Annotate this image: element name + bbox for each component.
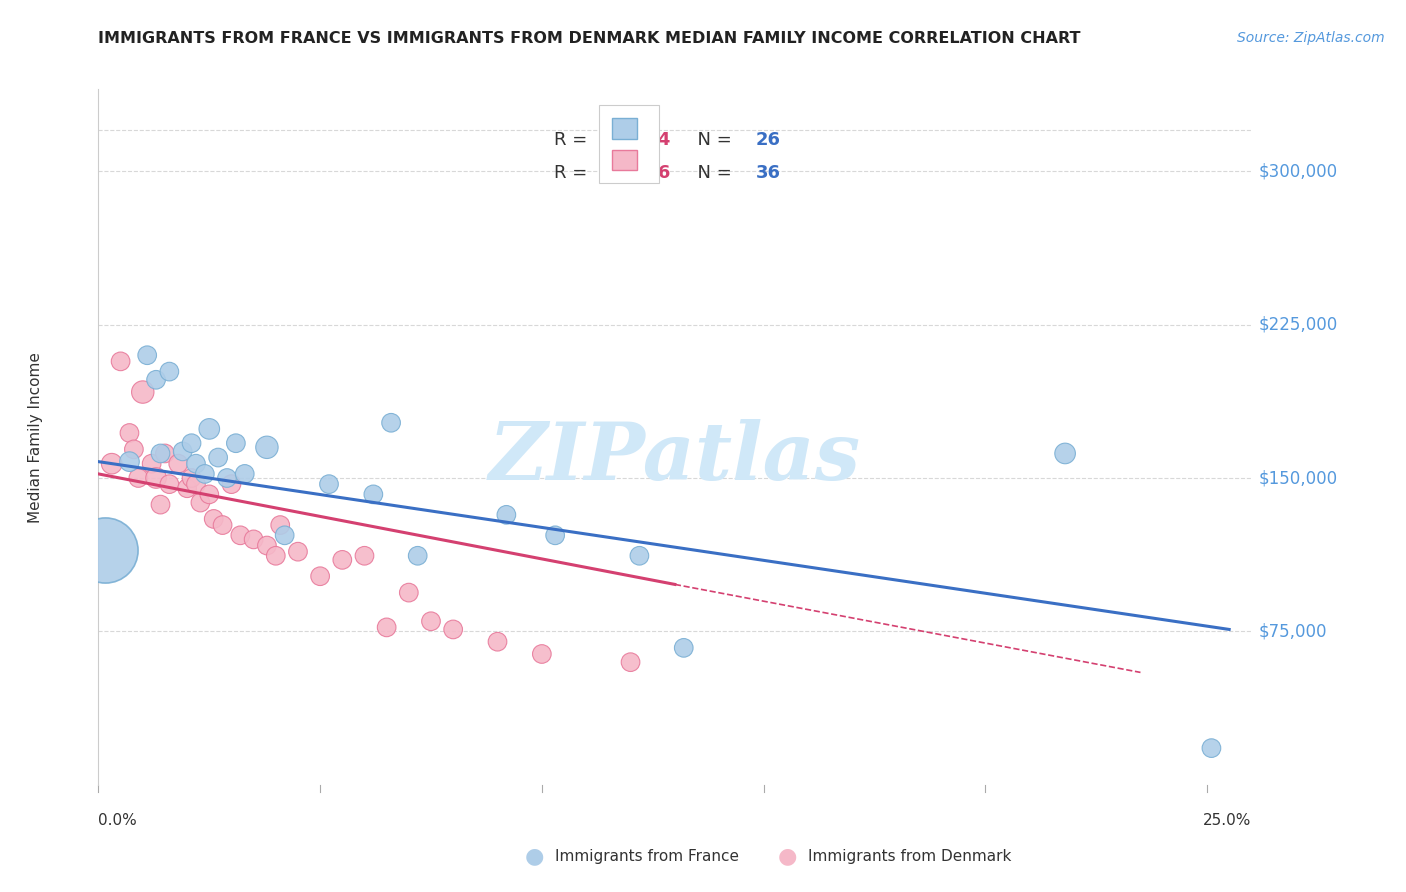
Point	[110, 354, 132, 368]
Text: ●: ●	[778, 847, 797, 866]
Text: R =: R =	[554, 164, 593, 182]
Point	[157, 477, 180, 491]
Point	[264, 549, 287, 563]
Point	[544, 528, 567, 542]
Point	[330, 553, 353, 567]
Point	[486, 634, 509, 648]
Point	[287, 544, 309, 558]
Point	[256, 539, 278, 553]
Point	[198, 422, 221, 436]
Point	[495, 508, 517, 522]
Point	[118, 425, 141, 440]
Point	[225, 436, 247, 450]
Point	[122, 442, 145, 457]
Point	[207, 450, 229, 465]
Point	[256, 440, 278, 454]
Point	[229, 528, 252, 542]
Point	[309, 569, 332, 583]
Point	[145, 373, 167, 387]
Point	[420, 614, 443, 628]
Point	[149, 446, 172, 460]
Text: $75,000: $75,000	[1258, 623, 1327, 640]
Point	[233, 467, 256, 481]
Text: Source: ZipAtlas.com: Source: ZipAtlas.com	[1237, 31, 1385, 45]
Point	[145, 471, 167, 485]
Text: 25.0%: 25.0%	[1204, 813, 1251, 828]
Text: IMMIGRANTS FROM FRANCE VS IMMIGRANTS FROM DENMARK MEDIAN FAMILY INCOME CORRELATI: IMMIGRANTS FROM FRANCE VS IMMIGRANTS FRO…	[98, 31, 1081, 46]
Point	[118, 455, 141, 469]
Point	[94, 542, 117, 557]
Text: N =: N =	[686, 164, 738, 182]
Point	[628, 549, 651, 563]
Point	[398, 585, 420, 599]
Point	[202, 512, 225, 526]
Legend: , : ,	[599, 105, 658, 183]
Point	[1054, 446, 1077, 460]
Text: ●: ●	[524, 847, 544, 866]
Point	[363, 487, 385, 501]
Point	[180, 436, 202, 450]
Text: 26: 26	[755, 131, 780, 149]
Point	[157, 365, 180, 379]
Point	[1201, 741, 1223, 756]
Point	[194, 467, 217, 481]
Point	[132, 385, 155, 400]
Point	[176, 481, 198, 495]
Point	[406, 549, 429, 563]
Point	[141, 457, 163, 471]
Text: Immigrants from France: Immigrants from France	[555, 849, 740, 863]
Text: -0.424: -0.424	[606, 131, 671, 149]
Text: $225,000: $225,000	[1258, 316, 1337, 334]
Point	[242, 533, 264, 547]
Point	[172, 444, 194, 458]
Text: $150,000: $150,000	[1258, 469, 1337, 487]
Point	[215, 471, 238, 485]
Point	[672, 640, 695, 655]
Point	[619, 655, 641, 669]
Text: ZIPatlas: ZIPatlas	[489, 419, 860, 497]
Point	[273, 528, 295, 542]
Point	[375, 620, 398, 634]
Text: Median Family Income: Median Family Income	[28, 351, 42, 523]
Text: 0.0%: 0.0%	[98, 813, 138, 828]
Text: 36: 36	[755, 164, 780, 182]
Point	[180, 471, 202, 485]
Point	[221, 477, 243, 491]
Text: -0.206: -0.206	[606, 164, 671, 182]
Point	[100, 457, 122, 471]
Point	[211, 518, 233, 533]
Point	[167, 457, 190, 471]
Point	[136, 348, 159, 362]
Point	[380, 416, 402, 430]
Text: Immigrants from Denmark: Immigrants from Denmark	[808, 849, 1012, 863]
Point	[441, 623, 464, 637]
Point	[184, 477, 207, 491]
Point	[184, 457, 207, 471]
Text: $300,000: $300,000	[1258, 162, 1337, 180]
Point	[198, 487, 221, 501]
Point	[530, 647, 553, 661]
Point	[149, 498, 172, 512]
Point	[318, 477, 340, 491]
Text: N =: N =	[686, 131, 738, 149]
Point	[153, 446, 176, 460]
Point	[353, 549, 375, 563]
Point	[269, 518, 291, 533]
Point	[127, 471, 149, 485]
Text: R =: R =	[554, 131, 593, 149]
Point	[190, 495, 212, 509]
